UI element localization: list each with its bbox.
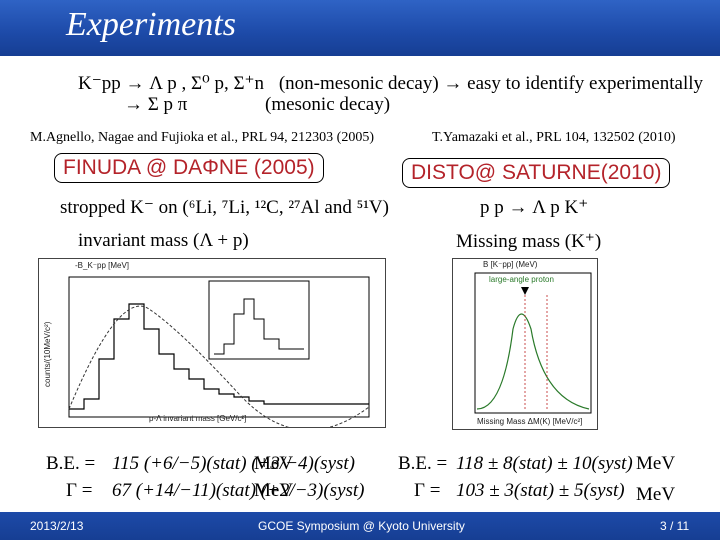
disto-be-value: 118 ± 8(stat) ± 10(syst) (456, 453, 633, 474)
finuda-plot-svg (68, 276, 370, 431)
footer-bar (0, 512, 720, 540)
finuda-be-value: 115 (+6/−5)(stat) (+3/−4)(syst) (112, 453, 356, 474)
disto-gamma-value: 103 ± 3(stat) ± 5(syst) (456, 480, 625, 501)
footer-date: 2013/2/13 (30, 519, 84, 533)
disto-plot-svg (474, 272, 592, 414)
disto-plot: B [K⁻pp] (MeV) large-angle proton Missin… (452, 258, 598, 430)
disto-be-unit: MeV (636, 453, 676, 474)
reaction-line-1: K⁻pp → Λ p , Σ⁰ p, Σ⁺n (non-mesonic deca… (78, 72, 703, 95)
finuda-description: stropped K⁻ on (⁶Li, ⁷Li, ¹²C, ²⁷Al and … (60, 197, 389, 218)
finuda-top-axis-label: -B_K⁻pp [MeV] (75, 261, 130, 270)
disto-inner-label: large-angle proton (489, 275, 554, 284)
finuda-gamma-unit: MeV (254, 480, 294, 501)
finuda-box: FINUDA @ DAΦNE (2005) (54, 153, 324, 183)
reference-left: M.Agnello, Nagae and Fujioka et al., PRL… (30, 130, 374, 145)
disto-top-axis-label: B [K⁻pp] (MeV) (483, 260, 538, 269)
reaction-1-note: (non-mesonic decay) → easy to identify e… (278, 73, 704, 94)
disto-gamma-unit: MeV (636, 484, 676, 505)
disto-gamma-label: Γ = (414, 480, 441, 501)
finuda-gamma-label: Γ = (66, 480, 93, 501)
reaction-2-note: (mesonic decay) (265, 94, 391, 115)
reaction-1-formula: K⁻pp → Λ p , Σ⁰ p, Σ⁺n (78, 73, 265, 94)
finuda-be-unit: MeV (254, 453, 294, 474)
finuda-plot: -B_K⁻pp [MeV] counts/(10MeV/c²) p-Λ inva… (38, 258, 386, 431)
finuda-be-label: B.E. = (46, 453, 96, 474)
disto-be-label: B.E. = (398, 453, 448, 474)
footer-venue: GCOE Symposium @ Kyoto University (258, 519, 465, 533)
reference-right: T.Yamazaki et al., PRL 104, 132502 (2010… (432, 130, 676, 145)
slide-title: Experiments (66, 6, 236, 43)
finuda-y-axis-label: counts/(10MeV/c²) (43, 321, 52, 387)
disto-description: p p → Λ p K⁺ (480, 197, 589, 218)
disto-method: Missing mass (K⁺) (456, 231, 602, 252)
reaction-2-formula: → Σ p π (124, 94, 188, 115)
disto-x-axis-label: Missing Mass ΔM(K) [MeV/c²] (477, 417, 583, 426)
title-bar (0, 0, 720, 56)
finuda-gamma-value: 67 (+14/−11)(stat) (+2/−3)(syst) (112, 480, 365, 501)
finuda-x-axis-label: p-Λ invariant mass [GeV/c²] (149, 414, 247, 423)
footer-page-number: 3 / 11 (660, 519, 690, 533)
finuda-method: invariant mass (Λ + p) (78, 230, 249, 251)
disto-box: DISTO@ SATURNE(2010) (402, 158, 671, 188)
